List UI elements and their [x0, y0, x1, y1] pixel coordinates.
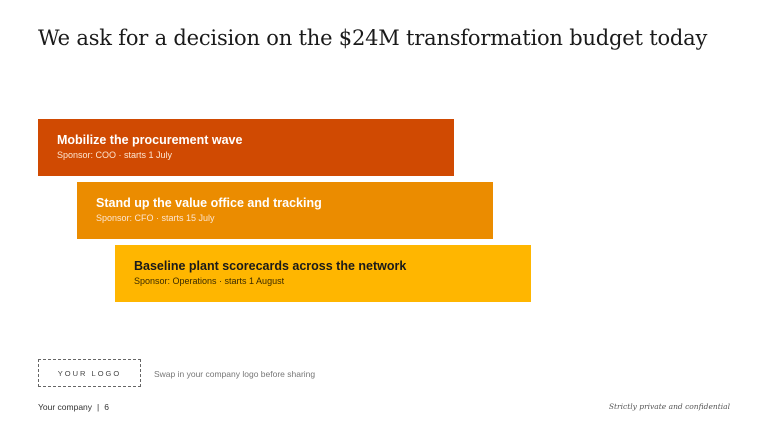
workstream-sponsor: Sponsor: CFO · starts 15 July — [96, 213, 215, 223]
footer-separator: | — [97, 402, 100, 412]
slide-title: We ask for a decision on the $24M transf… — [38, 26, 708, 50]
workstream-sponsor: Sponsor: Operations · starts 1 August — [134, 276, 285, 286]
footer-left: Your company | 6 — [38, 402, 109, 412]
workstream-bar-plant-scorecards: Baseline plant scorecards across the net… — [115, 245, 531, 302]
workstream-sponsor: Sponsor: COO · starts 1 July — [57, 150, 173, 160]
logo-note: Swap in your company logo before sharing — [154, 369, 316, 379]
page-number: 6 — [104, 402, 109, 412]
workstream-title: Baseline plant scorecards across the net… — [134, 259, 407, 273]
logo-placeholder: YOUR LOGO — [38, 359, 141, 387]
workstream-title: Stand up the value office and tracking — [96, 196, 322, 210]
company-name: Your company — [38, 402, 93, 412]
workstream-title: Mobilize the procurement wave — [57, 133, 243, 147]
workstream-bar-value-office: Stand up the value office and tracking S… — [77, 182, 493, 239]
confidentiality-note: Strictly private and confidential — [608, 402, 730, 411]
workstream-bar-procurement: Mobilize the procurement wave Sponsor: C… — [38, 119, 454, 176]
